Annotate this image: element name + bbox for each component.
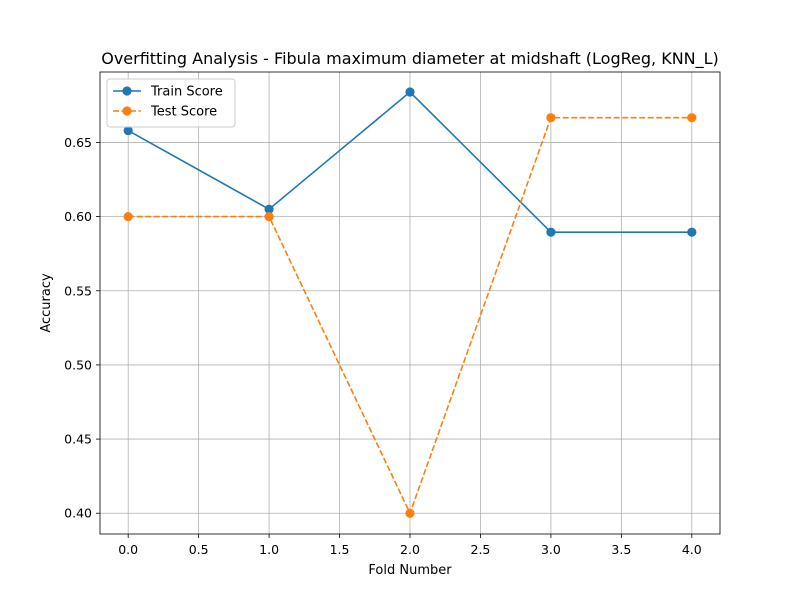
x-tick-label: 1.0 xyxy=(259,542,279,557)
ticks: 0.0 0.5 1.0 1.5 2.0 2.5 3.0 3.5 4.0 0.40 0.45 0.50 0… xyxy=(64,135,702,557)
train-score-point xyxy=(687,227,697,237)
chart-title: Overfitting Analysis - Fibula maximum di… xyxy=(101,49,719,69)
y-tick-label: 0.50 xyxy=(64,357,92,372)
x-tick-label: 4.0 xyxy=(682,542,702,557)
x-tick-label: 3.5 xyxy=(611,542,631,557)
y-tick-label: 0.60 xyxy=(64,209,92,224)
test-score-point xyxy=(687,113,697,123)
legend: Train Score Test Score xyxy=(106,78,236,128)
x-tick-label: 2.0 xyxy=(400,542,420,557)
train-score-point xyxy=(405,87,415,97)
legend-train-score-marker xyxy=(122,86,132,96)
legend-test-score-label: Test Score xyxy=(150,105,217,120)
series-layer xyxy=(123,87,697,518)
y-tick-label: 0.55 xyxy=(64,283,92,298)
y-tick-label: 0.45 xyxy=(64,432,92,447)
test-score-point xyxy=(546,113,556,123)
train-score-point xyxy=(546,227,556,237)
test-score-point xyxy=(405,508,415,518)
x-tick-label: 2.5 xyxy=(471,542,491,557)
test-score-point xyxy=(123,212,133,222)
train-score-point xyxy=(264,204,274,214)
test-score-point xyxy=(264,212,274,222)
x-axis-label: Fold Number xyxy=(368,563,452,578)
train-score-point xyxy=(123,125,133,136)
y-tick-label: 0.40 xyxy=(64,506,92,521)
x-tick-label: 1.5 xyxy=(330,542,350,557)
y-tick-label: 0.65 xyxy=(64,135,92,150)
x-tick-label: 0.5 xyxy=(189,542,209,557)
x-tick-label: 3.0 xyxy=(541,542,561,557)
x-tick-label: 0.0 xyxy=(118,542,138,557)
legend-train-score-label: Train Score xyxy=(150,85,223,100)
y-axis-label: Accuracy xyxy=(39,273,54,333)
legend-test-score-marker xyxy=(122,106,132,116)
